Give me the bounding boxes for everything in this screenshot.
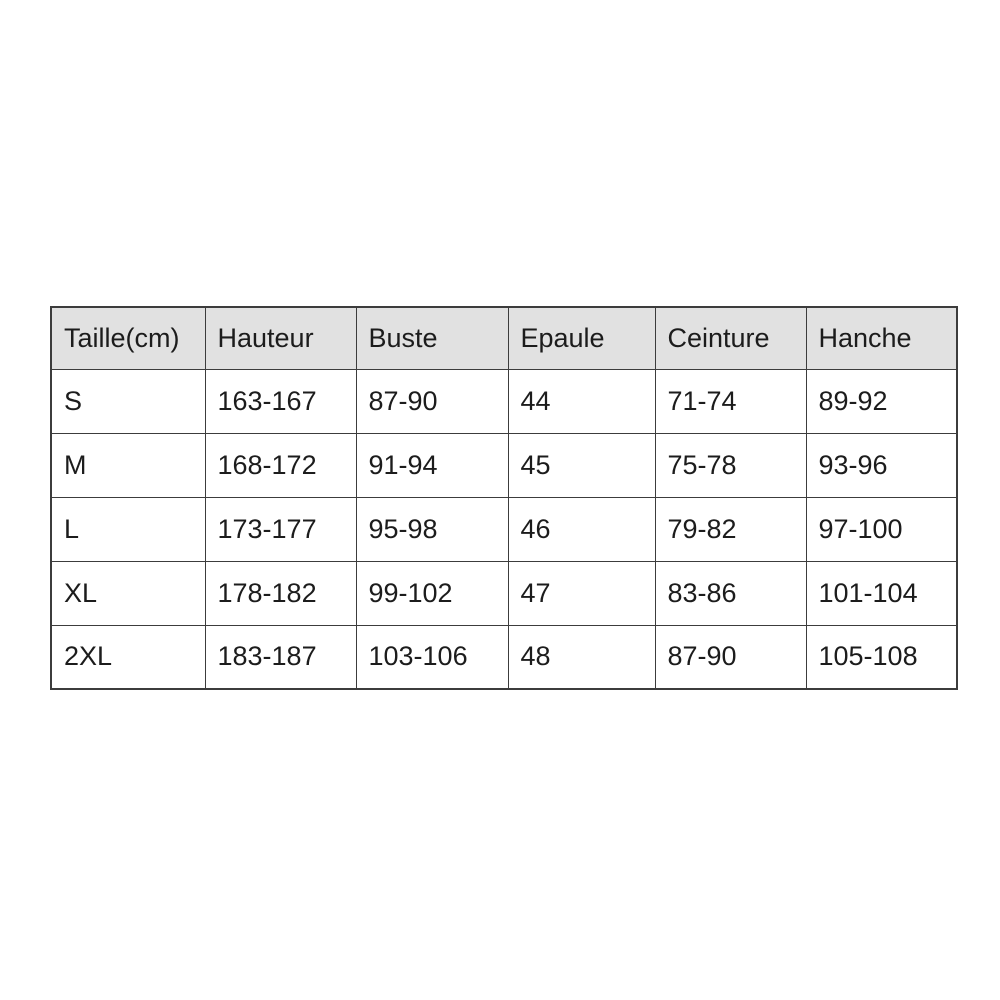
hauteur-value: 173-177	[204, 496, 357, 562]
table-row-l: L 173-177 95-98 46 79-82 97-100	[50, 496, 958, 562]
column-header-buste: Buste	[355, 306, 509, 370]
size-chart-table: Taille(cm) Hauteur Buste Epaule Ceinture…	[50, 306, 958, 690]
epaule-value: 48	[507, 624, 656, 690]
hanche-value: 97-100	[805, 496, 958, 562]
column-header-hauteur: Hauteur	[204, 306, 357, 370]
hanche-value: 89-92	[805, 368, 958, 434]
column-header-taille: Taille(cm)	[50, 306, 206, 370]
buste-value: 103-106	[355, 624, 509, 690]
header-row: Taille(cm) Hauteur Buste Epaule Ceinture…	[50, 306, 958, 370]
size-label: S	[50, 368, 206, 434]
ceinture-value: 71-74	[654, 368, 807, 434]
size-label: L	[50, 496, 206, 562]
column-header-epaule: Epaule	[507, 306, 656, 370]
hauteur-value: 183-187	[204, 624, 357, 690]
column-header-ceinture: Ceinture	[654, 306, 807, 370]
hanche-value: 93-96	[805, 432, 958, 498]
epaule-value: 45	[507, 432, 656, 498]
ceinture-value: 83-86	[654, 560, 807, 626]
epaule-value: 44	[507, 368, 656, 434]
hanche-value: 105-108	[805, 624, 958, 690]
ceinture-value: 75-78	[654, 432, 807, 498]
table-row-2xl: 2XL 183-187 103-106 48 87-90 105-108	[50, 624, 958, 690]
buste-value: 91-94	[355, 432, 509, 498]
ceinture-value: 79-82	[654, 496, 807, 562]
hauteur-value: 168-172	[204, 432, 357, 498]
epaule-value: 46	[507, 496, 656, 562]
table-row-m: M 168-172 91-94 45 75-78 93-96	[50, 432, 958, 498]
hanche-value: 101-104	[805, 560, 958, 626]
buste-value: 95-98	[355, 496, 509, 562]
hauteur-value: 163-167	[204, 368, 357, 434]
table-row-s: S 163-167 87-90 44 71-74 89-92	[50, 368, 958, 434]
size-label: XL	[50, 560, 206, 626]
hauteur-value: 178-182	[204, 560, 357, 626]
size-label: 2XL	[50, 624, 206, 690]
ceinture-value: 87-90	[654, 624, 807, 690]
size-label: M	[50, 432, 206, 498]
column-header-hanche: Hanche	[805, 306, 958, 370]
buste-value: 99-102	[355, 560, 509, 626]
buste-value: 87-90	[355, 368, 509, 434]
table-row-xl: XL 178-182 99-102 47 83-86 101-104	[50, 560, 958, 626]
epaule-value: 47	[507, 560, 656, 626]
